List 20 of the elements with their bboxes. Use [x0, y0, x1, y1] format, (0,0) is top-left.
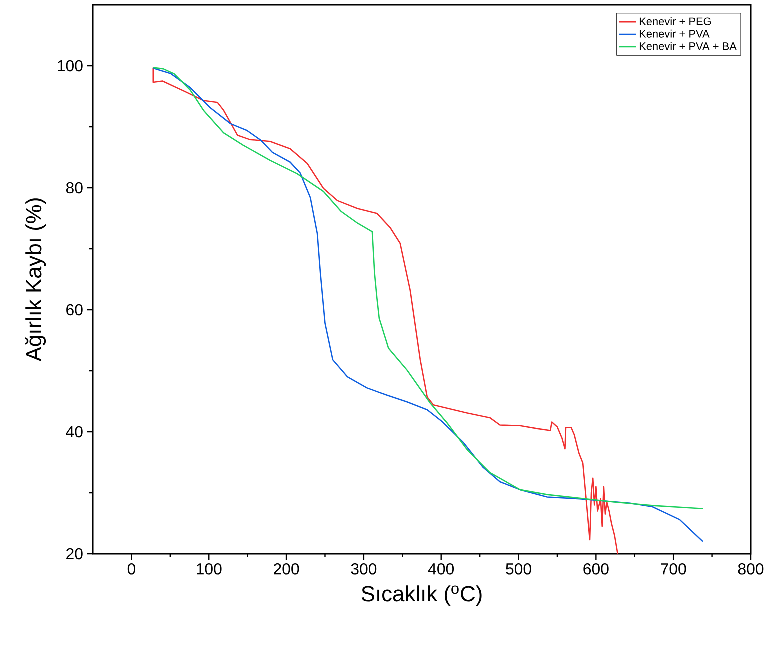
x-tick-label: 400 — [428, 564, 454, 575]
x-tick-label: 200 — [274, 564, 300, 575]
legend-label: Kenevir + PVA + BA — [640, 42, 737, 50]
x-tick-label: 600 — [584, 564, 609, 575]
y-tick-label: 40 — [66, 426, 83, 438]
line-series — [152, 67, 619, 554]
x-tick-label: 500 — [506, 564, 532, 575]
x-tick-label: 700 — [661, 564, 686, 575]
y-tick-label: 80 — [66, 182, 83, 194]
x-tick-label: 800 — [738, 564, 764, 575]
legend-label: Kenevir + PVA — [640, 30, 710, 38]
x-axis-title: Sıcaklık ($^{o}$C) — [362, 586, 482, 606]
y-tick-label: 100 — [58, 60, 83, 72]
y-tick-label: 20 — [66, 548, 83, 560]
x-tick-label: 0 — [128, 564, 136, 575]
y-tick-label: 60 — [66, 304, 83, 316]
legend-label: Kenevir + PEG — [640, 17, 712, 26]
x-tick-label: 300 — [351, 564, 377, 575]
y-axis-title: Ağırlık Kaybı (%) — [25, 198, 46, 362]
x-tick-label: 100 — [197, 564, 222, 575]
